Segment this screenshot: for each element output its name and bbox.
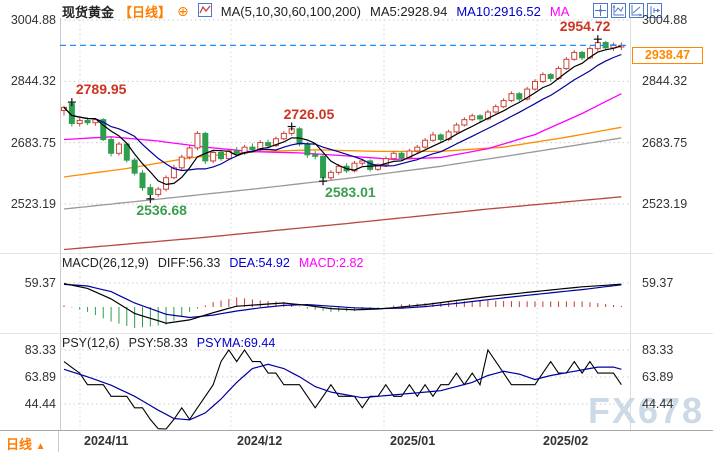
triangle-up-icon: ▲: [35, 441, 46, 452]
macd-tick: 59.37: [24, 276, 56, 290]
ma30-value-truncated: MA: [549, 4, 570, 19]
chart-header: 现货黄金 【日线】 ⊕ MA(5,10,30,60,100,200) MA5:2…: [62, 2, 569, 21]
psy-tick: 44.44: [642, 397, 674, 411]
macd-params: MACD(26,12,9): [62, 256, 149, 270]
price-tick: 3004.88: [10, 13, 56, 27]
psy-header: PSY(12,6) PSY:58.33 PSYMA:69.44: [62, 336, 275, 350]
price-tick: 2844.32: [642, 74, 688, 88]
ma-settings-label: MA(5,10,30,60,100,200): [220, 4, 361, 19]
period-badge: 【日线】: [119, 5, 172, 20]
psy-value: PSY:58.33: [128, 336, 188, 350]
ma5-value: MA5:2928.94: [369, 4, 448, 19]
month-label: 2024/11: [84, 434, 129, 448]
psy-tick: 44.44: [24, 397, 56, 411]
month-label: 2025/01: [390, 434, 436, 448]
jump-latest-button[interactable]: [646, 3, 662, 19]
price-tick: 3004.88: [642, 13, 688, 27]
price-tick: 2523.19: [10, 197, 56, 211]
crosshair-button[interactable]: [592, 3, 608, 19]
macd-dea-value: DEA:54.92: [229, 256, 290, 270]
psy-tick: 63.89: [642, 370, 674, 384]
fit-horizontal-button[interactable]: [628, 3, 644, 19]
price-annotation: 2583.01: [325, 184, 376, 201]
month-label: 2025/02: [543, 434, 589, 448]
price-tick: 2844.32: [10, 74, 56, 88]
psy-tick: 83.33: [24, 343, 56, 357]
psy-tick: 63.89: [24, 370, 56, 384]
macd-diff-value: DIFF:56.33: [157, 256, 221, 270]
price-annotation: 2536.68: [136, 201, 187, 218]
price-tick: 2523.19: [642, 197, 688, 211]
price-annotation: 2789.95: [75, 81, 127, 98]
watermark: FX678: [588, 390, 705, 431]
price-annotation: 2954.72: [559, 18, 611, 35]
price-tick: 2683.75: [642, 136, 688, 150]
macd-value: MACD:2.82: [298, 256, 364, 270]
current-price-tag: 2938.47: [632, 47, 703, 64]
chart-type-icon[interactable]: [197, 3, 212, 20]
price-annotation: 2726.05: [283, 105, 335, 122]
macd-header: MACD(26,12,9) DIFF:56.33 DEA:54.92 MACD:…: [62, 256, 363, 270]
psy-tick: 83.33: [642, 343, 674, 357]
macd-tick: 59.37: [642, 276, 674, 290]
psyma-value: PSYMA:69.44: [196, 336, 276, 350]
symbol-name: 现货黄金: [62, 5, 115, 20]
ma10-value: MA10:2916.52: [456, 4, 541, 19]
period-selector[interactable]: 日线 ▲: [6, 437, 46, 452]
add-indicator-icon[interactable]: ⊕: [177, 3, 189, 19]
psy-params: PSY(12,6): [62, 336, 120, 350]
fit-vertical-button[interactable]: [610, 3, 626, 19]
month-label: 2024/12: [237, 434, 283, 448]
price-tick: 2683.75: [10, 136, 56, 150]
